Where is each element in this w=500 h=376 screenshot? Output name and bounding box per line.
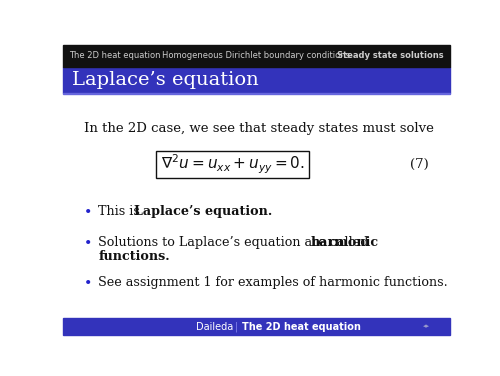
Text: Solutions to Laplace’s equation are called: Solutions to Laplace’s equation are call… [98, 236, 372, 249]
Text: Solutions to Laplace’s equation are called: Solutions to Laplace’s equation are call… [98, 236, 372, 249]
Text: This is: This is [98, 205, 144, 217]
Text: Laplace’s equation.: Laplace’s equation. [134, 205, 272, 217]
Text: The 2D heat equation: The 2D heat equation [68, 52, 160, 61]
Text: (7): (7) [410, 158, 428, 171]
Text: See assignment 1 for examples of harmonic functions.: See assignment 1 for examples of harmoni… [98, 276, 448, 289]
Text: $\nabla^2 u = u_{xx} + u_{yy} = 0.$: $\nabla^2 u = u_{xx} + u_{yy} = 0.$ [161, 153, 305, 176]
Bar [62, 67, 450, 93]
Text: ◂▸: ◂▸ [423, 324, 430, 329]
Text: •: • [84, 205, 92, 218]
Bar [62, 45, 450, 67]
Text: In the 2D case, we see that steady states must solve: In the 2D case, we see that steady state… [84, 122, 434, 135]
Text: •: • [84, 236, 92, 250]
Text: harmonic: harmonic [311, 236, 379, 249]
Text: |: | [236, 321, 238, 332]
Text: Steady state solutions: Steady state solutions [337, 52, 444, 61]
Text: functions.: functions. [98, 250, 170, 263]
Bar [62, 318, 450, 335]
Bar [62, 93, 450, 94]
Text: •: • [84, 276, 92, 290]
Text: This is: This is [98, 205, 144, 217]
Text: Daileda: Daileda [196, 321, 233, 332]
Text: Homogeneous Dirichlet boundary conditions: Homogeneous Dirichlet boundary condition… [162, 52, 350, 61]
Text: Laplace’s equation: Laplace’s equation [72, 71, 258, 89]
Text: The 2D heat equation: The 2D heat equation [242, 321, 361, 332]
